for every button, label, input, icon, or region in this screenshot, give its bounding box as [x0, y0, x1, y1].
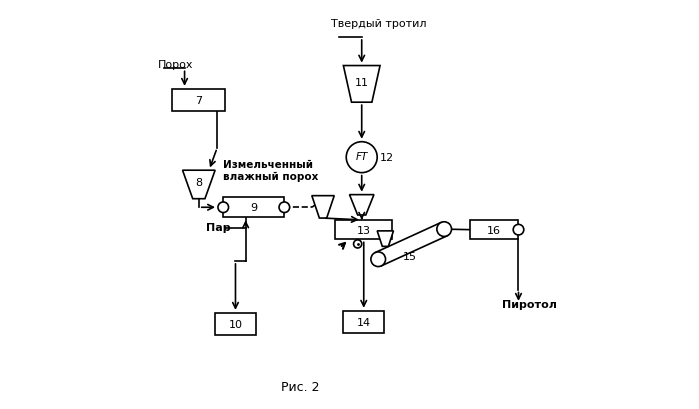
Text: Порох: Порох — [158, 59, 194, 70]
Circle shape — [218, 202, 229, 213]
Text: Рис. 2: Рис. 2 — [282, 380, 320, 393]
Text: 9: 9 — [250, 203, 257, 213]
Circle shape — [437, 222, 452, 237]
Bar — [173, 90, 225, 112]
Text: Пар: Пар — [206, 222, 231, 233]
Polygon shape — [182, 171, 215, 199]
Text: 7: 7 — [195, 96, 203, 106]
Text: 15: 15 — [403, 252, 417, 261]
Polygon shape — [377, 231, 394, 247]
Circle shape — [513, 225, 524, 235]
Polygon shape — [343, 66, 380, 103]
Bar — [336, 220, 392, 240]
Bar — [470, 220, 519, 240]
Text: 13: 13 — [356, 225, 370, 235]
Circle shape — [346, 142, 377, 173]
Text: 8: 8 — [195, 178, 203, 188]
Text: Пиротол: Пиротол — [502, 299, 557, 309]
Circle shape — [371, 252, 386, 267]
Bar — [215, 313, 256, 335]
Circle shape — [354, 240, 361, 248]
Text: Твердый тротил: Твердый тротил — [331, 19, 426, 29]
Circle shape — [279, 202, 289, 213]
Bar — [343, 311, 384, 333]
Text: 12: 12 — [380, 153, 394, 163]
Text: 14: 14 — [356, 317, 370, 327]
Text: 16: 16 — [487, 225, 501, 235]
Polygon shape — [375, 223, 447, 266]
Text: 11: 11 — [354, 78, 368, 88]
Polygon shape — [350, 195, 374, 216]
Text: 10: 10 — [229, 319, 243, 329]
Text: Измельченный
влажный порох: Измельченный влажный порох — [223, 160, 319, 182]
Bar — [223, 198, 284, 218]
Text: FT: FT — [356, 152, 368, 162]
Polygon shape — [312, 196, 334, 218]
